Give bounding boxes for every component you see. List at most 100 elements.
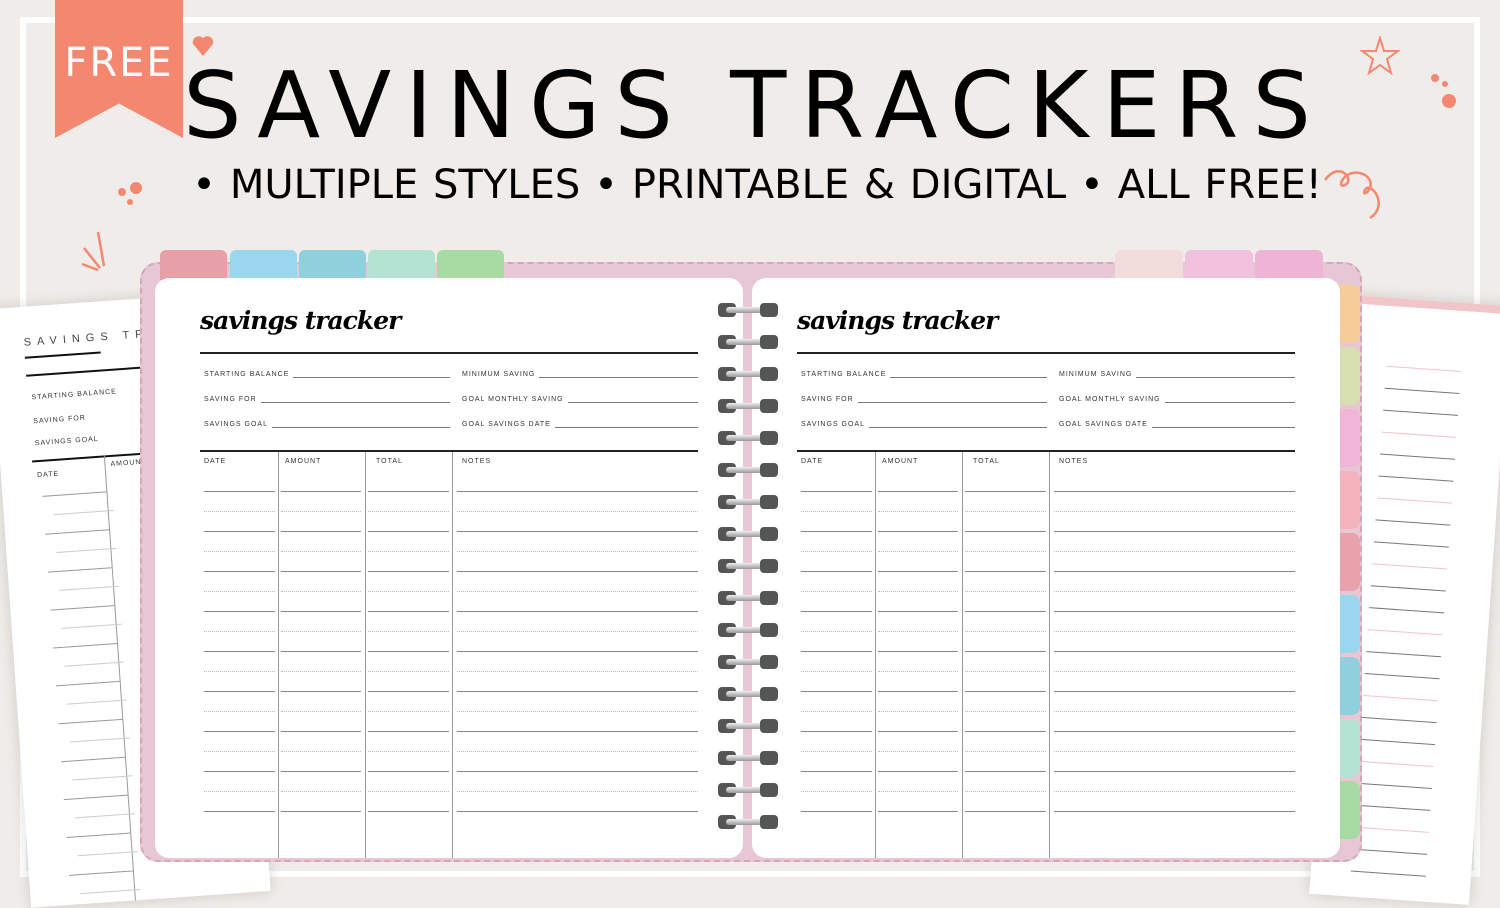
table-row-line[interactable] bbox=[965, 591, 1046, 592]
field-line[interactable]: GOAL SAVINGS DATE bbox=[462, 421, 698, 428]
table-row-line[interactable] bbox=[368, 671, 449, 672]
table-row-line[interactable] bbox=[965, 731, 1046, 732]
table-row-line[interactable] bbox=[878, 811, 958, 812]
side-tab[interactable] bbox=[1336, 781, 1360, 839]
table-row-line[interactable] bbox=[457, 571, 698, 572]
table-row-line[interactable] bbox=[878, 571, 958, 572]
table-row-line[interactable] bbox=[801, 751, 872, 752]
table-row-line[interactable] bbox=[801, 631, 872, 632]
table-row-line[interactable] bbox=[801, 571, 872, 572]
table-row-line[interactable] bbox=[965, 491, 1046, 492]
table-row-line[interactable] bbox=[457, 751, 698, 752]
table-row-line[interactable] bbox=[368, 751, 449, 752]
table-row-line[interactable] bbox=[1054, 791, 1295, 792]
table-row-line[interactable] bbox=[1054, 691, 1295, 692]
table-row-line[interactable] bbox=[801, 691, 872, 692]
table-row-line[interactable] bbox=[368, 591, 449, 592]
table-row-line[interactable] bbox=[965, 711, 1046, 712]
table-row-line[interactable] bbox=[878, 511, 958, 512]
section-tab[interactable] bbox=[299, 250, 366, 280]
table-row-line[interactable] bbox=[204, 811, 275, 812]
table-row-line[interactable] bbox=[281, 631, 361, 632]
table-row-line[interactable] bbox=[281, 811, 361, 812]
table-row-line[interactable] bbox=[457, 711, 698, 712]
table-row-line[interactable] bbox=[878, 791, 958, 792]
table-row-line[interactable] bbox=[801, 771, 872, 772]
table-row-line[interactable] bbox=[204, 711, 275, 712]
table-row-line[interactable] bbox=[281, 591, 361, 592]
table-row-line[interactable] bbox=[878, 771, 958, 772]
side-tab[interactable] bbox=[1336, 719, 1360, 777]
table-row-line[interactable] bbox=[878, 551, 958, 552]
table-row-line[interactable] bbox=[801, 711, 872, 712]
side-tab[interactable] bbox=[1336, 285, 1360, 343]
table-row-line[interactable] bbox=[457, 771, 698, 772]
table-row-line[interactable] bbox=[204, 551, 275, 552]
table-row-line[interactable] bbox=[368, 711, 449, 712]
table-row-line[interactable] bbox=[281, 671, 361, 672]
field-line[interactable]: GOAL SAVINGS DATE bbox=[1059, 421, 1295, 428]
table-row-line[interactable] bbox=[204, 791, 275, 792]
table-row-line[interactable] bbox=[368, 491, 449, 492]
side-tab[interactable] bbox=[1336, 347, 1360, 405]
table-row-line[interactable] bbox=[1054, 671, 1295, 672]
field-line[interactable]: SAVING FOR bbox=[204, 396, 450, 403]
table-row-line[interactable] bbox=[1054, 591, 1295, 592]
table-row-line[interactable] bbox=[281, 711, 361, 712]
table-row-line[interactable] bbox=[204, 591, 275, 592]
side-tab[interactable] bbox=[1336, 657, 1360, 715]
table-row-line[interactable] bbox=[281, 791, 361, 792]
field-line[interactable]: SAVING FOR bbox=[801, 396, 1047, 403]
table-row-line[interactable] bbox=[1054, 731, 1295, 732]
section-tab[interactable] bbox=[1185, 250, 1253, 280]
table-row-line[interactable] bbox=[204, 491, 275, 492]
table-row-line[interactable] bbox=[965, 611, 1046, 612]
table-row-line[interactable] bbox=[281, 691, 361, 692]
table-row-line[interactable] bbox=[457, 731, 698, 732]
table-row-line[interactable] bbox=[204, 651, 275, 652]
table-row-line[interactable] bbox=[457, 551, 698, 552]
table-row-line[interactable] bbox=[801, 591, 872, 592]
table-row-line[interactable] bbox=[1054, 651, 1295, 652]
table-row-line[interactable] bbox=[965, 531, 1046, 532]
table-row-line[interactable] bbox=[368, 651, 449, 652]
table-row-line[interactable] bbox=[281, 651, 361, 652]
table-row-line[interactable] bbox=[281, 551, 361, 552]
table-row-line[interactable] bbox=[965, 551, 1046, 552]
section-tab[interactable] bbox=[368, 250, 435, 280]
table-row-line[interactable] bbox=[457, 631, 698, 632]
table-row-line[interactable] bbox=[368, 531, 449, 532]
table-row-line[interactable] bbox=[368, 631, 449, 632]
table-row-line[interactable] bbox=[457, 651, 698, 652]
table-row-line[interactable] bbox=[457, 811, 698, 812]
section-tab[interactable] bbox=[437, 250, 504, 280]
table-row-line[interactable] bbox=[368, 571, 449, 572]
table-row-line[interactable] bbox=[878, 671, 958, 672]
table-row-line[interactable] bbox=[281, 491, 361, 492]
table-row-line[interactable] bbox=[878, 751, 958, 752]
table-row-line[interactable] bbox=[281, 531, 361, 532]
table-row-line[interactable] bbox=[801, 511, 872, 512]
table-row-line[interactable] bbox=[1054, 551, 1295, 552]
table-row-line[interactable] bbox=[801, 551, 872, 552]
table-row-line[interactable] bbox=[1054, 711, 1295, 712]
table-row-line[interactable] bbox=[965, 771, 1046, 772]
section-tab[interactable] bbox=[1255, 250, 1323, 280]
table-row-line[interactable] bbox=[457, 671, 698, 672]
side-tab[interactable] bbox=[1336, 471, 1360, 529]
table-row-line[interactable] bbox=[281, 571, 361, 572]
table-row-line[interactable] bbox=[801, 811, 872, 812]
table-row-line[interactable] bbox=[204, 751, 275, 752]
table-row-line[interactable] bbox=[204, 631, 275, 632]
side-tab[interactable] bbox=[1336, 595, 1360, 653]
field-line[interactable]: GOAL MONTHLY SAVING bbox=[462, 396, 698, 403]
table-row-line[interactable] bbox=[801, 731, 872, 732]
table-row-line[interactable] bbox=[1054, 631, 1295, 632]
table-row-line[interactable] bbox=[1054, 811, 1295, 812]
table-row-line[interactable] bbox=[368, 771, 449, 772]
table-row-line[interactable] bbox=[368, 511, 449, 512]
table-row-line[interactable] bbox=[878, 491, 958, 492]
table-row-line[interactable] bbox=[204, 511, 275, 512]
table-row-line[interactable] bbox=[1054, 611, 1295, 612]
table-row-line[interactable] bbox=[1054, 751, 1295, 752]
